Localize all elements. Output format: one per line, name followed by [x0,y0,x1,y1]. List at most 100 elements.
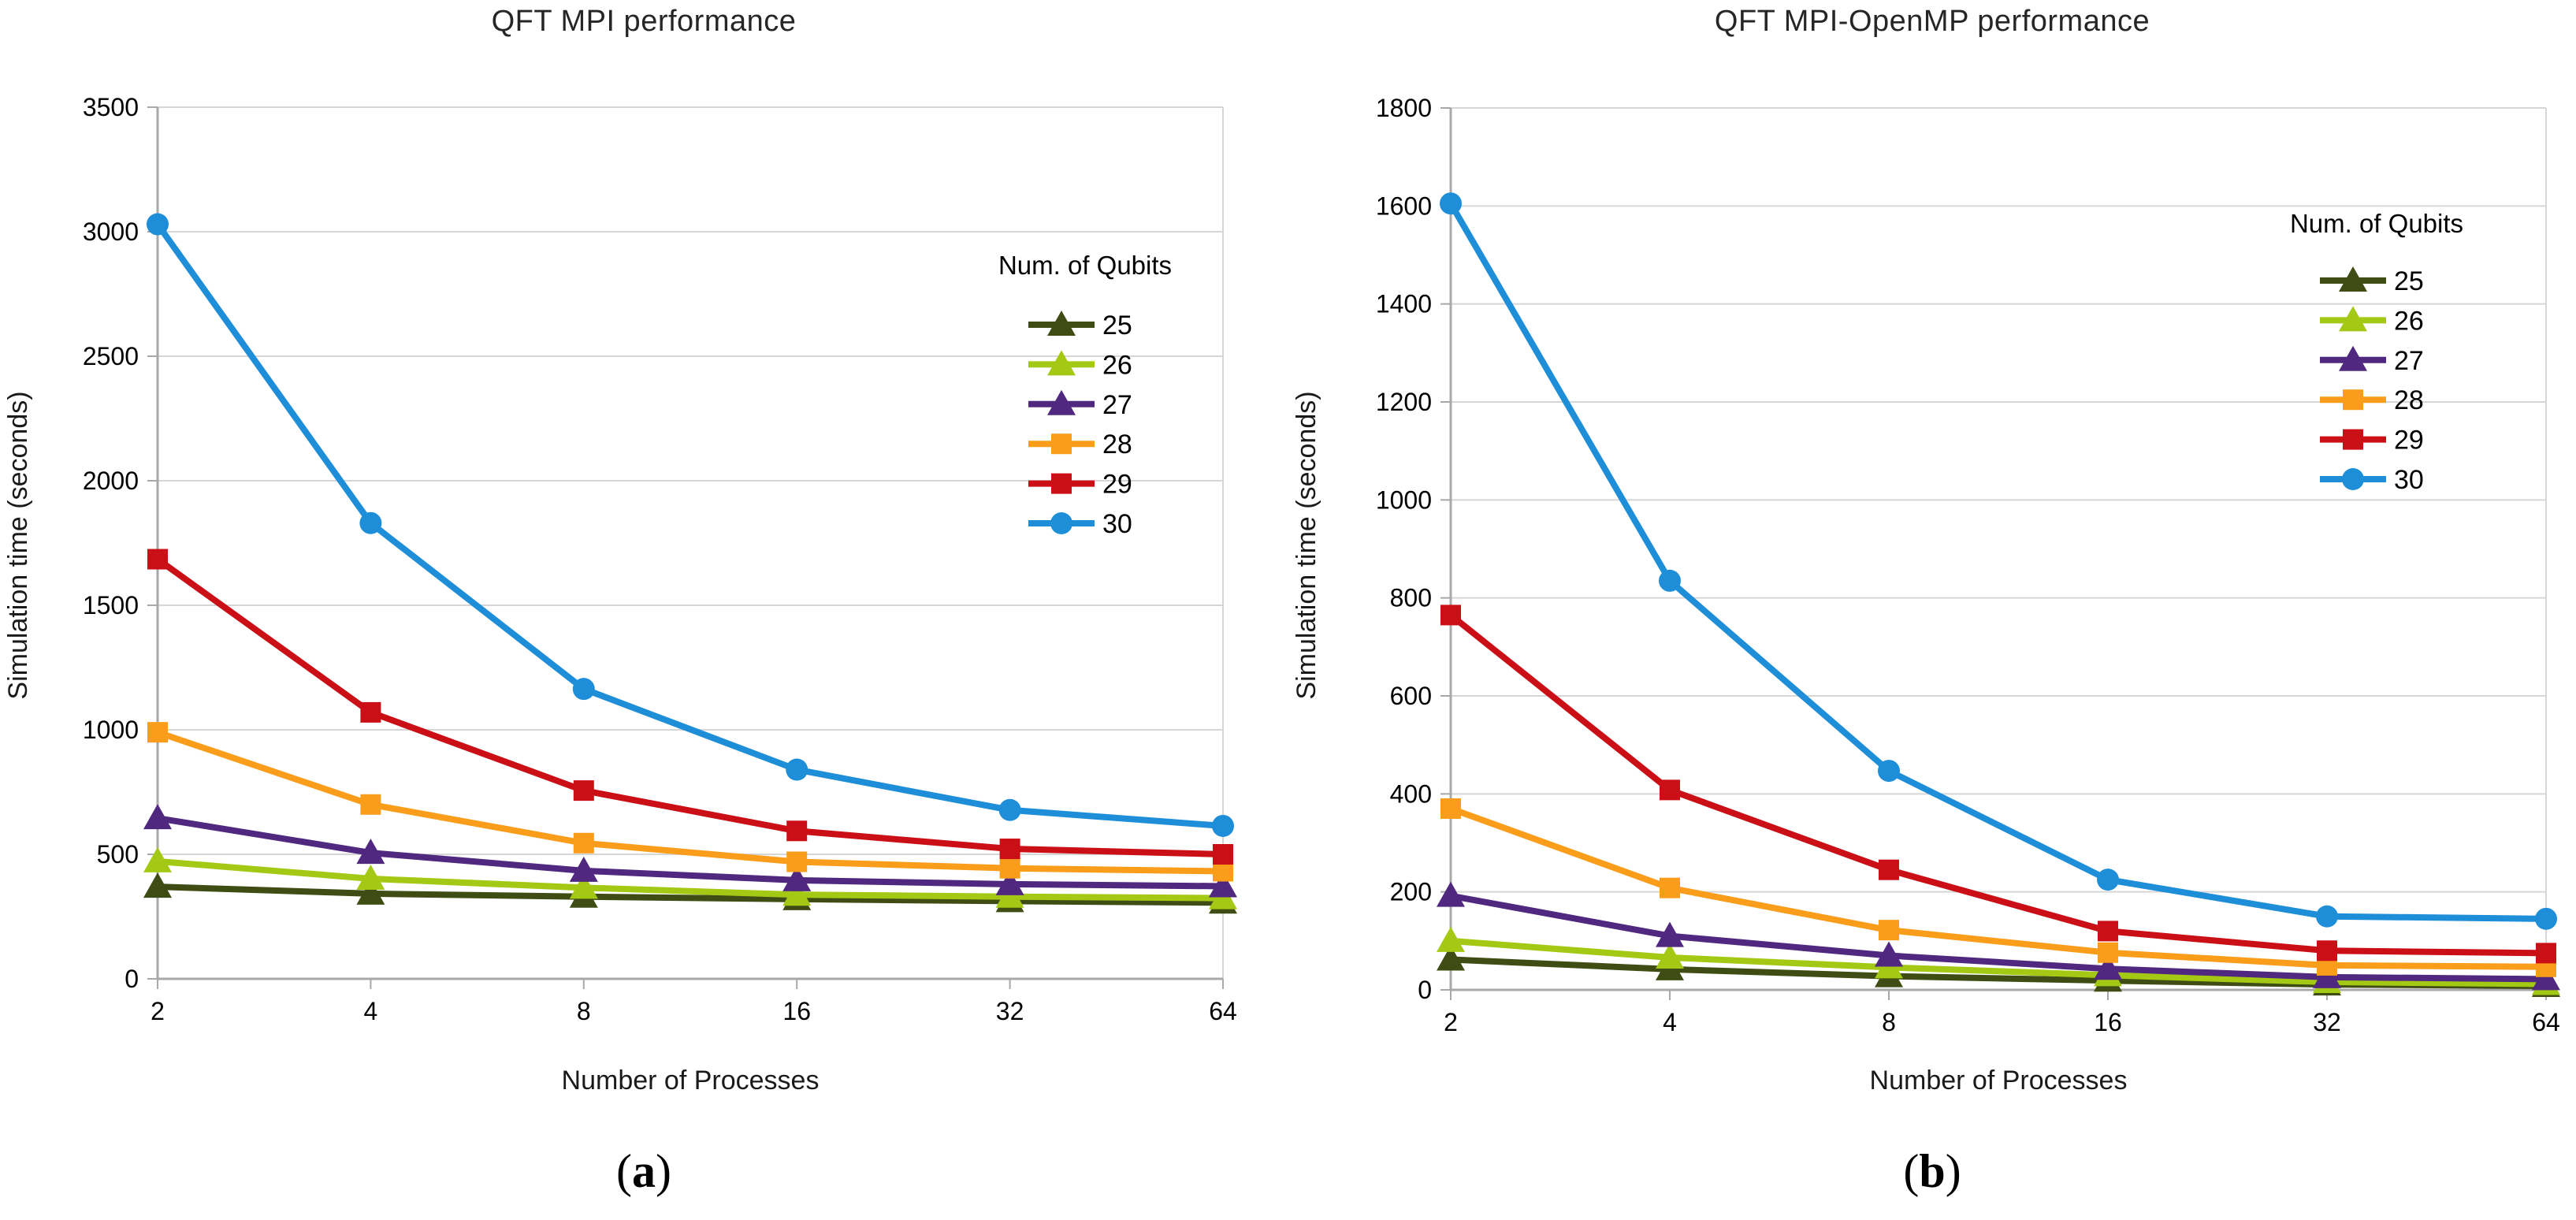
triangle-marker [1047,389,1076,415]
triangle-marker [143,872,172,898]
chart-title: QFT MPI performance [491,5,797,38]
caption-paren-close: ) [1945,1145,1961,1197]
circle-marker [1878,760,1900,783]
legend-item-label: 25 [2394,266,2424,296]
triangle-marker [995,869,1024,895]
series-line [1448,202,2547,922]
triangle-marker [356,839,385,865]
triangle-marker [143,846,172,872]
circle-marker [2342,468,2364,490]
triangle-marker [2532,965,2560,991]
y-tick-label: 200 [1390,878,1432,906]
circle-marker [572,678,595,701]
legend-title: Num. of Qubits [998,251,1172,280]
square-marker [2098,921,2118,942]
series-30 [1440,192,2557,930]
caption-paren-close: ) [656,1145,671,1197]
series-28 [147,722,1233,882]
caption-paren-open: ( [616,1145,632,1197]
triangle-marker [356,879,385,905]
subfigure-caption-a: (a) [0,1144,1288,1199]
y-tick-label: 1000 [1376,485,1432,514]
y-tick-label: 2500 [83,342,139,370]
triangle-marker [1047,311,1076,336]
y-tick-label: 2000 [83,467,139,495]
chart-mpi-openmp-figure: QFT MPI-OpenMP performance Simulation ti… [1288,0,2576,1220]
y-tick-label: 0 [1418,976,1432,1004]
square-marker [1879,859,1899,880]
series-line [1448,612,2547,957]
chart-mpi-figure: QFT MPI performance Simulation time (sec… [0,5,1288,1199]
y-tick-label: 1500 [83,591,139,619]
x-tick-label: 16 [2094,1008,2122,1036]
series-line [156,729,1224,875]
circle-marker [359,511,382,534]
x-tick-label: 32 [996,997,1024,1025]
legend: Num. of Qubits 25 26 27 28 29 30 [998,251,1172,539]
square-marker [999,857,1020,879]
square-marker [1660,877,1680,898]
x-tick-label: 4 [364,997,378,1025]
triangle-marker [1209,872,1237,898]
triangle-marker [1047,350,1076,376]
circle-marker [2097,869,2119,891]
triangle-marker [2339,345,2367,371]
series-line [157,857,1224,902]
square-marker [2098,942,2118,963]
square-marker [1051,433,1072,455]
square-marker [360,794,381,815]
square-marker [999,839,1020,860]
circle-marker [2535,907,2557,930]
x-axis-label: Number of Processes [1869,1066,2128,1095]
square-marker [2343,429,2363,450]
y-tick-label: 400 [1390,779,1432,808]
y-tick-label: 500 [97,840,139,869]
legend-item-label: 29 [1102,470,1132,500]
x-tick-label: 4 [1663,1008,1677,1036]
triangle-marker [2094,954,2122,980]
legend: Num. of Qubits 25 26 27 28 29 30 [2290,209,2463,495]
series-line [157,815,1224,890]
triangle-marker [1656,943,1684,969]
triangle-marker [1875,941,1903,967]
plot-area-mpi-openmp: 0 200 400 600 800 1000 1200 1400 1600 1800 2 4 8 16 32… [1376,94,2560,1036]
triangle-marker [1656,921,1684,947]
x-tick-label: 64 [1209,997,1237,1025]
x-tick-label: 16 [782,997,811,1025]
series-line [154,222,1224,829]
series-line [1450,937,2547,988]
caption-letter: a [632,1145,656,1197]
y-tick-label: 1200 [1376,388,1432,416]
legend-item-label: 30 [1102,509,1132,539]
square-marker [2317,940,2337,961]
x-tick-label: 2 [151,997,165,1025]
series-29 [147,549,1233,865]
triangle-marker [2339,266,2367,292]
x-tick-label: 8 [577,997,591,1025]
square-marker [786,851,808,872]
series-27 [1437,881,2560,991]
legend-item-label: 26 [2394,306,2424,336]
square-marker [2536,943,2556,964]
square-marker [1051,473,1072,494]
plot-area-mpi: 0 500 1000 1500 2000 2500 3000 3500 2 4 8 16 32 64 Num… [83,93,1237,1025]
circle-marker [786,758,808,781]
y-tick-label: 1000 [83,716,139,744]
triangle-marker [782,865,812,891]
circle-marker [1440,192,1462,215]
circle-marker [1659,569,1681,592]
triangle-marker [569,873,598,899]
caption-letter: b [1919,1145,1946,1197]
square-marker [573,832,594,854]
triangle-marker [1437,945,1465,971]
square-marker [573,780,594,802]
circle-marker [998,798,1021,821]
series-27 [143,804,1237,898]
legend-item-label: 27 [2394,346,2424,376]
series-30 [147,213,1234,837]
square-marker [786,820,808,842]
square-marker [1213,844,1233,865]
y-tick-label: 1400 [1376,290,1432,318]
series-line [1450,892,2547,983]
series-29 [1440,604,2556,964]
